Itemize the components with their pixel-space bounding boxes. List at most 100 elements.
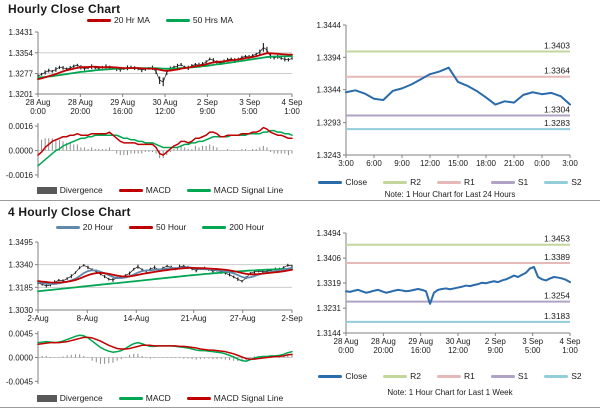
legend-label: Close <box>345 371 368 381</box>
svg-text:21-Aug: 21-Aug <box>181 314 207 323</box>
svg-text:1.3406: 1.3406 <box>317 254 342 263</box>
svg-text:1.3304: 1.3304 <box>544 105 570 115</box>
ma50-line-icon <box>165 18 190 22</box>
svg-text:1.3231: 1.3231 <box>317 304 342 313</box>
r2-line-icon <box>383 180 408 184</box>
svg-text:1.3283: 1.3283 <box>544 118 570 128</box>
svg-text:28 Aug: 28 Aug <box>334 337 359 346</box>
legend-item-s2: S2 <box>544 177 582 187</box>
legend-label: S2 <box>571 371 582 381</box>
legend-label: MACD <box>145 185 171 195</box>
svg-text:8-Aug: 8-Aug <box>77 314 98 323</box>
svg-text:3 Sep: 3 Sep <box>239 98 260 107</box>
svg-text:1.3185: 1.3185 <box>9 283 34 292</box>
legend-label: Divergence <box>59 185 103 195</box>
legend-label: MACD Signal Line <box>213 185 284 195</box>
svg-text:9:00: 9:00 <box>200 107 216 116</box>
legend-item-s1: S1 <box>490 371 528 381</box>
legend-item-20hour: 20 Hour <box>55 222 113 232</box>
bottom-divider <box>0 407 600 408</box>
svg-text:2-Aug: 2-Aug <box>27 314 48 323</box>
s2-line-icon <box>544 180 569 184</box>
svg-text:1.3293: 1.3293 <box>317 119 342 128</box>
svg-text:28 Aug: 28 Aug <box>371 337 396 346</box>
legend-item-macd-signal: MACD Signal Line <box>186 185 284 195</box>
svg-text:1.3495: 1.3495 <box>9 238 34 247</box>
ma20hour-line-icon <box>55 225 80 229</box>
svg-text:30 Aug: 30 Aug <box>446 337 471 346</box>
svg-text:1.3354: 1.3354 <box>9 49 34 58</box>
svg-text:1.3030: 1.3030 <box>9 306 34 315</box>
svg-text:0:00: 0:00 <box>30 107 46 116</box>
legend-item-s2: S2 <box>544 371 582 381</box>
svg-text:28 Aug: 28 Aug <box>26 98 51 107</box>
svg-text:3:00: 3:00 <box>562 159 578 168</box>
legend-label: MACD <box>145 393 171 403</box>
svg-text:12:00: 12:00 <box>155 107 176 116</box>
legend-label: R2 <box>410 177 421 187</box>
ma200hour-line-icon <box>202 225 227 229</box>
legend-label: R1 <box>463 371 475 381</box>
s2-line-icon <box>544 374 569 378</box>
svg-text:0.0016: 0.0016 <box>9 122 34 131</box>
hourly-ma-legend: 20 Hr MA 50 Hrs MA <box>30 15 290 25</box>
s1-line-icon <box>490 180 515 184</box>
legend-item-macd-signal: MACD Signal Line <box>186 393 284 403</box>
four-hourly-macd-legend: Divergence MACD MACD Signal Line <box>25 393 295 403</box>
svg-text:1.3403: 1.3403 <box>544 41 570 51</box>
legend-label: R2 <box>410 371 421 381</box>
svg-text:1.3494: 1.3494 <box>317 229 342 238</box>
legend-item-50hour: 50 Hour <box>129 222 186 232</box>
four-hourly-ma-legend: 20 Hour 50 Hour 200 Hour <box>30 222 290 232</box>
legend-item-close: Close <box>318 177 367 187</box>
section-divider <box>0 200 600 201</box>
legend-item-r2: R2 <box>383 177 421 187</box>
svg-text:1.3277: 1.3277 <box>9 70 34 79</box>
svg-text:1.3144: 1.3144 <box>317 329 342 338</box>
svg-text:5:00: 5:00 <box>242 107 258 116</box>
svg-text:1.3431: 1.3431 <box>9 28 34 37</box>
legend-item-divergence: Divergence <box>36 393 103 403</box>
legend-label: S2 <box>571 177 582 187</box>
svg-text:0.0000: 0.0000 <box>9 147 34 156</box>
svg-text:4 Sep: 4 Sep <box>282 98 303 107</box>
svg-text:1.3340: 1.3340 <box>9 261 34 270</box>
r1-line-icon <box>436 180 461 184</box>
svg-text:29 Aug: 29 Aug <box>408 337 433 346</box>
svg-text:1.3453: 1.3453 <box>544 234 570 244</box>
legend-label: S1 <box>517 177 529 187</box>
svg-text:16:00: 16:00 <box>411 346 432 355</box>
r2-line-icon <box>383 374 408 378</box>
legend-item-macd: MACD <box>118 185 171 195</box>
macd-signal-line-icon <box>186 396 211 400</box>
legend-label: 20 Hr MA <box>113 15 150 25</box>
legend-label: MACD Signal Line <box>213 393 284 403</box>
pivot-24h-legend: Close R2 R1 S1 S2 <box>310 177 590 187</box>
macd-line-icon <box>118 396 143 400</box>
legend-item-50hr-ma: 50 Hrs MA <box>165 15 233 25</box>
svg-text:15:00: 15:00 <box>448 159 469 168</box>
svg-text:20:00: 20:00 <box>373 346 394 355</box>
svg-text:29 Aug: 29 Aug <box>110 98 135 107</box>
svg-text:1.3389: 1.3389 <box>544 252 570 262</box>
svg-text:-0.0016: -0.0016 <box>6 171 34 180</box>
svg-text:3 Sep: 3 Sep <box>522 337 543 346</box>
pivot-1w-note: Note: 1 Hour Chart for Last 1 Week <box>387 388 513 397</box>
legend-item-r1: R1 <box>436 177 475 187</box>
legend-label: 50 Hour <box>156 222 187 232</box>
pivot-24h-note: Note: 1 Hour Chart for Last 24 Hours <box>384 190 516 199</box>
svg-text:5:00: 5:00 <box>525 346 541 355</box>
four-hourly-macd-chart: 0.0045 0.0000 -0.0045 <box>6 330 293 386</box>
close-line-icon <box>318 180 343 184</box>
svg-text:1.3319: 1.3319 <box>317 279 342 288</box>
svg-text:0:00: 0:00 <box>534 159 550 168</box>
ma20-line-icon <box>86 18 111 22</box>
divergence-bar-icon <box>36 394 57 402</box>
svg-text:1.3344: 1.3344 <box>317 86 342 95</box>
s1-line-icon <box>490 374 515 378</box>
svg-text:12:00: 12:00 <box>448 346 469 355</box>
